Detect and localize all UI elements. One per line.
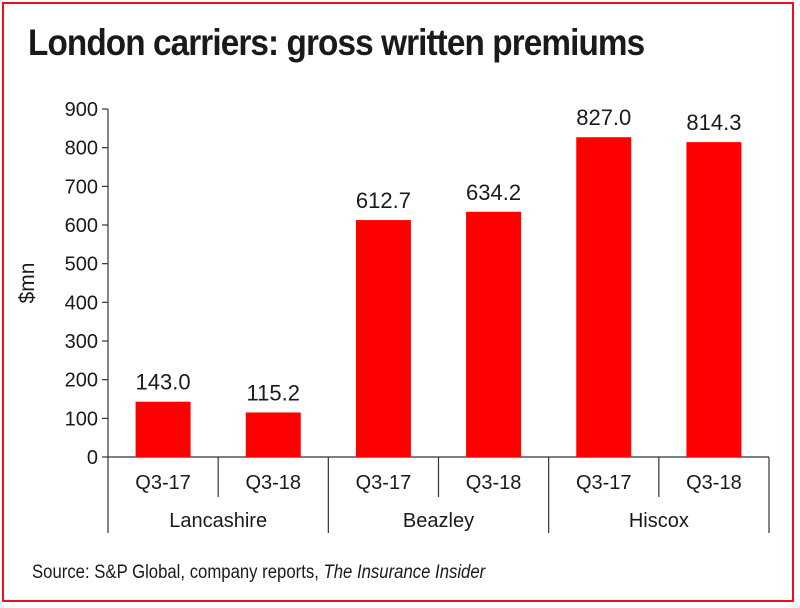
data-label: 814.3: [686, 110, 741, 135]
x-tick-label: Q3-17: [356, 472, 412, 494]
bar: [355, 220, 411, 457]
source-text: Source: S&P Global, company reports,: [32, 562, 324, 583]
source-note: Source: S&P Global, company reports, The…: [32, 562, 485, 584]
x-tick-label: Q3-17: [135, 472, 191, 494]
y-tick-label: 0: [87, 447, 98, 469]
bar: [135, 401, 191, 457]
axes: 0 100 200 300 400 500 600 700 800 900 $mn Q3-17 Q3-1…: [16, 99, 770, 533]
bar: [466, 211, 522, 457]
data-labels: 143.0 115.2 612.7 634.2 827.0 814.3: [136, 105, 742, 405]
y-tick-label: 500: [65, 254, 98, 276]
data-label: 143.0: [136, 370, 191, 395]
group-label: Hiscox: [629, 510, 689, 532]
source-publication: The Insurance Insider: [323, 562, 486, 583]
data-label: 634.2: [466, 180, 521, 205]
y-axis-title: $mn: [16, 263, 39, 304]
y-tick-label: 400: [65, 292, 98, 314]
data-label: 827.0: [576, 105, 631, 130]
bar: [576, 137, 632, 457]
x-tick-label: Q3-18: [466, 472, 522, 494]
x-tick-label: Q3-17: [576, 472, 632, 494]
x-tick-label: Q3-18: [245, 472, 301, 494]
y-tick-label: 800: [65, 138, 98, 160]
data-label: 612.7: [356, 188, 411, 213]
chart-title: London carriers: gross written premiums: [28, 22, 645, 63]
data-label: 115.2: [247, 380, 300, 405]
bar: [686, 142, 742, 457]
bars: [135, 137, 742, 457]
y-tick-label: 200: [65, 370, 98, 392]
x-tick-label: Q3-18: [686, 472, 742, 494]
group-label: Lancashire: [169, 510, 267, 532]
y-tick-label: 600: [65, 215, 98, 237]
y-tick-label: 300: [65, 331, 98, 353]
y-tick-label: 900: [65, 99, 98, 121]
y-tick-label: 700: [65, 176, 98, 198]
y-tick-label: 100: [65, 408, 98, 430]
bar: [245, 412, 301, 457]
group-label: Beazley: [403, 510, 474, 532]
